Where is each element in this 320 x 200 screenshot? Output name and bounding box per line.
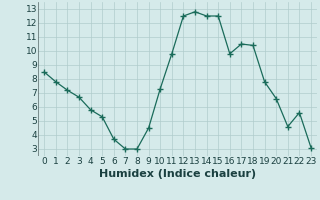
X-axis label: Humidex (Indice chaleur): Humidex (Indice chaleur) bbox=[99, 169, 256, 179]
